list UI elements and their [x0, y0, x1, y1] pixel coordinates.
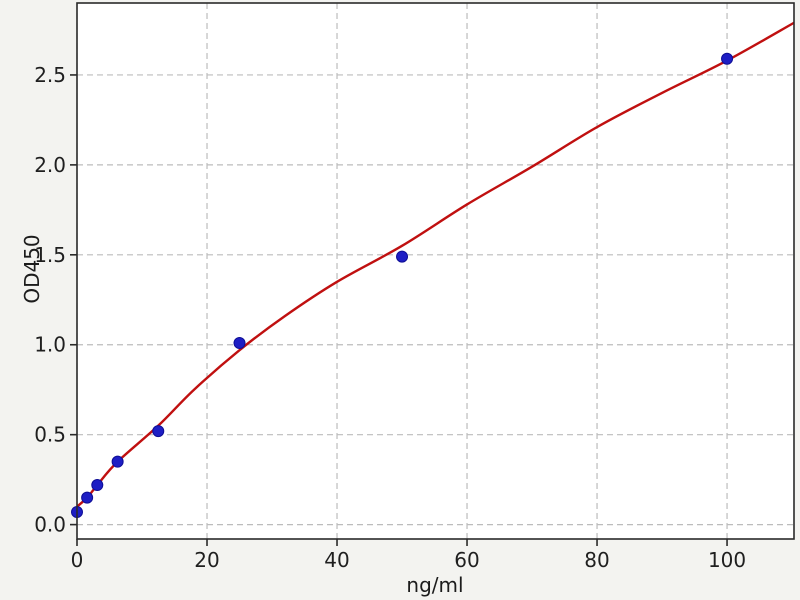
data-point — [233, 336, 246, 349]
data-point — [81, 491, 94, 504]
data-point — [91, 479, 104, 492]
x-tick-label: 0 — [71, 548, 84, 572]
x-tick-label: 40 — [324, 548, 349, 572]
y-tick-label: 1.0 — [34, 333, 66, 357]
x-tick-label: 100 — [708, 548, 746, 572]
fitted-curve — [77, 21, 794, 508]
y-tick-label: 2.5 — [34, 63, 66, 87]
x-axis-title: ng/ml — [406, 573, 464, 597]
x-tick-label: 60 — [454, 548, 479, 572]
data-point — [152, 425, 165, 438]
plot-background — [77, 3, 794, 539]
y-tick-label: 2.0 — [34, 153, 66, 177]
y-tick-label: 0.5 — [34, 423, 66, 447]
y-tick-label: 1.5 — [34, 243, 66, 267]
data-point — [111, 455, 124, 468]
data-point — [721, 52, 734, 65]
y-tick-label: 0.0 — [34, 513, 66, 537]
y-axis-title-text: OD450 — [20, 234, 44, 304]
x-tick-label: 20 — [194, 548, 219, 572]
x-tick-label: 80 — [584, 548, 609, 572]
data-point — [396, 250, 409, 263]
axes-spines — [76, 2, 795, 540]
